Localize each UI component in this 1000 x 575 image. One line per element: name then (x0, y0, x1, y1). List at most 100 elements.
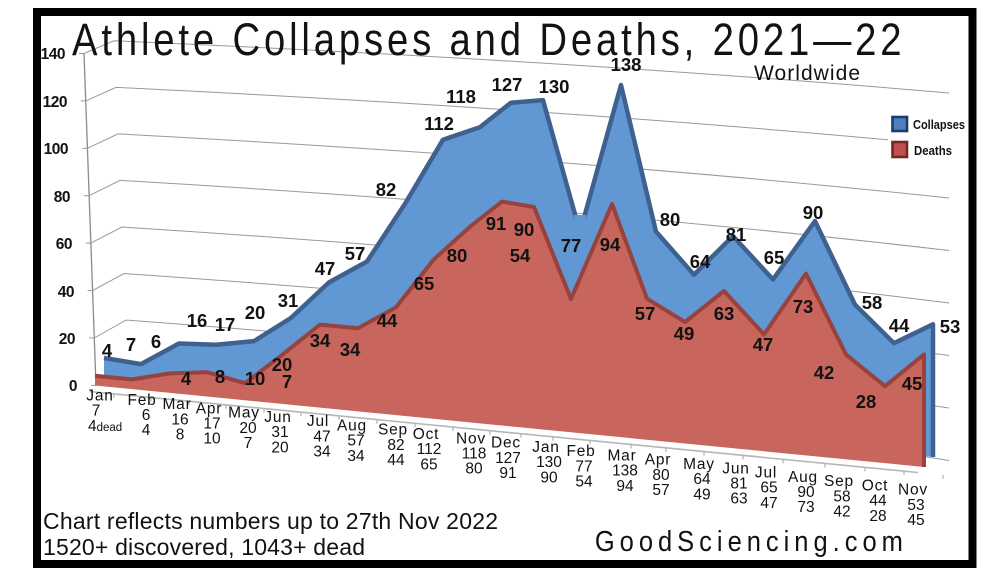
svg-text:47: 47 (753, 334, 774, 355)
svg-text:94: 94 (600, 234, 621, 255)
svg-text:Jun: Jun (264, 409, 291, 426)
svg-text:7: 7 (126, 334, 136, 355)
svg-text:90: 90 (540, 469, 558, 486)
svg-text:Athlete Collapses and Deaths,: Athlete Collapses and Deaths, 2021—22 (72, 14, 902, 65)
svg-text:45: 45 (902, 373, 923, 394)
svg-text:Collapses: Collapses (913, 118, 965, 132)
svg-text:64: 64 (690, 251, 711, 272)
svg-text:Apr: Apr (196, 400, 223, 417)
svg-text:81: 81 (726, 224, 747, 245)
svg-text:138: 138 (611, 54, 642, 75)
svg-text:Oct: Oct (413, 426, 440, 443)
svg-text:73: 73 (793, 296, 814, 317)
svg-text:Nov: Nov (456, 430, 486, 447)
svg-text:4dead: 4dead (88, 418, 122, 435)
svg-text:10: 10 (245, 368, 266, 389)
svg-text:34: 34 (340, 339, 361, 360)
svg-text:130: 130 (539, 76, 570, 97)
svg-text:77: 77 (561, 235, 582, 256)
svg-text:20: 20 (271, 439, 289, 456)
svg-text:45: 45 (907, 512, 924, 529)
svg-text:Mar: Mar (162, 396, 191, 413)
svg-text:60: 60 (56, 236, 72, 253)
svg-text:80: 80 (447, 245, 468, 266)
svg-text:42: 42 (833, 504, 850, 521)
svg-text:Nov: Nov (898, 482, 928, 499)
svg-text:57: 57 (345, 243, 366, 264)
svg-text:6: 6 (151, 331, 161, 352)
svg-text:31: 31 (271, 424, 288, 441)
svg-text:127: 127 (495, 450, 521, 467)
svg-text:81: 81 (730, 476, 747, 493)
svg-text:80: 80 (652, 467, 670, 484)
svg-text:47: 47 (315, 258, 336, 279)
svg-text:Aug: Aug (788, 469, 818, 486)
svg-text:34: 34 (313, 444, 331, 461)
svg-text:65: 65 (414, 273, 435, 294)
svg-text:118: 118 (462, 446, 487, 463)
svg-text:7: 7 (92, 403, 101, 420)
svg-text:44: 44 (889, 315, 910, 336)
svg-text:7: 7 (244, 435, 253, 452)
svg-text:Feb: Feb (127, 392, 156, 409)
svg-text:GoodSciencing.com: GoodSciencing.com (595, 524, 903, 557)
svg-text:127: 127 (492, 74, 523, 95)
svg-text:Deaths: Deaths (914, 144, 952, 158)
svg-text:Sep: Sep (824, 473, 854, 490)
svg-text:58: 58 (862, 292, 883, 313)
svg-text:64: 64 (693, 471, 711, 488)
svg-text:8: 8 (176, 427, 185, 444)
svg-text:Dec: Dec (491, 435, 521, 452)
svg-text:Jul: Jul (307, 413, 329, 430)
svg-text:0: 0 (69, 378, 77, 395)
svg-text:Jan: Jan (86, 388, 113, 405)
svg-text:63: 63 (730, 491, 747, 508)
svg-text:40: 40 (58, 284, 74, 301)
svg-text:73: 73 (797, 499, 814, 516)
svg-text:31: 31 (278, 290, 299, 311)
svg-text:54: 54 (575, 474, 593, 491)
svg-text:Mar: Mar (607, 447, 636, 464)
svg-text:42: 42 (814, 362, 835, 383)
svg-text:120: 120 (43, 94, 67, 111)
svg-text:Aug: Aug (337, 418, 367, 435)
svg-text:91: 91 (486, 213, 507, 234)
svg-text:140: 140 (41, 46, 65, 63)
svg-text:Jun: Jun (722, 460, 749, 477)
svg-text:47: 47 (313, 428, 330, 445)
svg-text:82: 82 (387, 437, 404, 454)
svg-text:80: 80 (465, 461, 483, 478)
svg-text:Jan: Jan (532, 439, 559, 456)
svg-text:63: 63 (714, 303, 735, 324)
svg-text:58: 58 (833, 488, 850, 505)
svg-text:Sep: Sep (378, 422, 408, 439)
svg-text:65: 65 (760, 480, 777, 497)
svg-text:44: 44 (377, 310, 398, 331)
svg-text:May: May (683, 456, 715, 473)
svg-text:44: 44 (387, 452, 405, 469)
svg-text:34: 34 (310, 330, 331, 351)
svg-text:57: 57 (652, 482, 669, 499)
svg-text:4: 4 (181, 368, 192, 389)
svg-text:28: 28 (856, 391, 877, 412)
svg-text:54: 54 (510, 245, 531, 266)
svg-text:94: 94 (616, 478, 634, 495)
svg-text:10: 10 (203, 431, 221, 448)
svg-text:4: 4 (142, 422, 151, 439)
svg-text:57: 57 (635, 303, 656, 324)
svg-text:100: 100 (44, 141, 68, 158)
svg-text:130: 130 (536, 454, 562, 471)
svg-text:28: 28 (869, 508, 886, 525)
svg-text:53: 53 (907, 497, 924, 514)
svg-text:118: 118 (446, 86, 476, 107)
svg-text:57: 57 (347, 433, 364, 450)
svg-text:80: 80 (54, 189, 70, 206)
svg-text:47: 47 (760, 495, 777, 512)
svg-text:112: 112 (424, 113, 454, 134)
svg-text:49: 49 (693, 486, 710, 503)
svg-text:65: 65 (420, 456, 437, 473)
svg-text:16: 16 (171, 411, 188, 428)
svg-text:Chart reflects numbers up to 2: Chart reflects numbers up to 27th Nov 20… (43, 508, 498, 534)
svg-text:May: May (228, 405, 260, 422)
svg-text:90: 90 (803, 202, 824, 223)
